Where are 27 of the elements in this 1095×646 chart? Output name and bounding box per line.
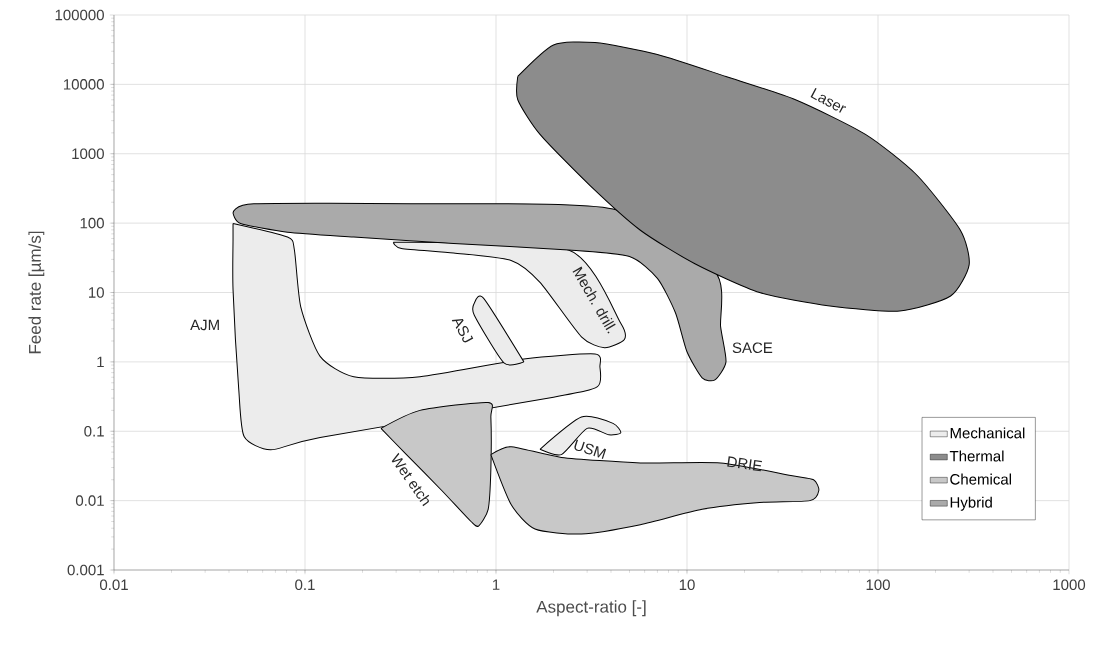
x-tick-label: 1 (492, 579, 500, 590)
x-tick-label: 100 (866, 579, 890, 591)
y-tick-label: 100000 (55, 9, 104, 21)
x-tick-label: 1000 (1053, 579, 1086, 591)
y-tick-label: 1 (97, 356, 104, 368)
x-axis-title: Aspect-ratio [-] (536, 600, 646, 617)
y-tick-label: 0.1 (84, 425, 104, 437)
y-axis-title: Feed rate [µm/s] (28, 231, 45, 354)
annotation: AJM (190, 319, 219, 331)
x-tick-label: 10 (679, 579, 695, 591)
x-tick-label: 0.1 (295, 579, 315, 591)
legend-label: Hybrid (950, 496, 992, 511)
y-tick-label: 0.001 (67, 564, 104, 576)
y-tick-label: 10 (89, 287, 104, 298)
y-tick-label: 1000 (72, 148, 104, 160)
annotation: USM (574, 439, 607, 459)
legend-label: Thermal (949, 450, 1004, 462)
legend-label: Mechanical (950, 427, 1025, 439)
x-tick-label: 0.01 (99, 579, 128, 591)
y-tick-label: 10000 (63, 79, 104, 90)
annotation: DRIE (727, 456, 762, 472)
legend-label: Chemical (950, 473, 1011, 485)
annotation: ASJ (451, 318, 474, 343)
annotation: SACE (732, 342, 773, 354)
annotation: Laser (810, 87, 847, 113)
y-tick-label: 100 (80, 217, 104, 229)
y-tick-label: 0.01 (75, 495, 104, 506)
